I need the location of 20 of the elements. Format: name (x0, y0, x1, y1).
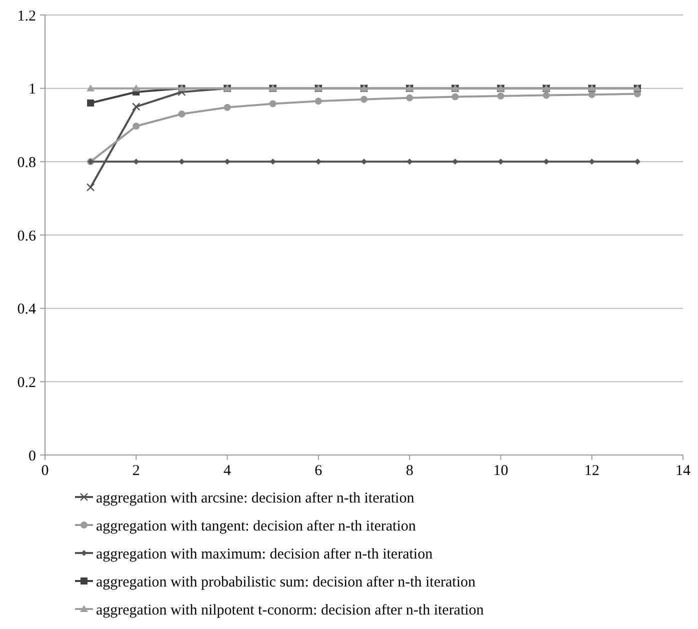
legend-label: aggregation with tangent: decision after n-th iteration (96, 518, 416, 534)
x-tick-label: 8 (406, 463, 414, 479)
y-tick-label: 0 (28, 448, 36, 464)
y-tick-label: 0.6 (17, 228, 36, 244)
legend-label: aggregation with nilpotent t-conorm: decision after n-th iteration (96, 602, 484, 618)
legend-label: aggregation with arcsine: decision after n-th iteration (96, 490, 415, 506)
y-tick-label: 1 (28, 82, 36, 98)
x-tick-label: 4 (224, 463, 232, 479)
legend-label: aggregation with probabilistic sum: decision after n-th iteration (96, 574, 476, 590)
y-tick-label: 0.4 (17, 302, 36, 318)
y-tick-label: 0.8 (17, 154, 36, 171)
x-tick-label: 2 (132, 463, 140, 479)
y-tick-label: 1.2 (17, 8, 36, 24)
x-tick-label: 12 (584, 463, 600, 479)
x-tick-label: 10 (493, 463, 508, 479)
y-tick-label: 0.2 (17, 374, 36, 391)
legend-label: aggregation with maximum: decision after n-th iteration (96, 546, 434, 562)
x-tick-label: 14 (676, 463, 691, 479)
x-tick-label: 6 (314, 463, 323, 479)
x-tick-label: 0 (41, 463, 49, 479)
